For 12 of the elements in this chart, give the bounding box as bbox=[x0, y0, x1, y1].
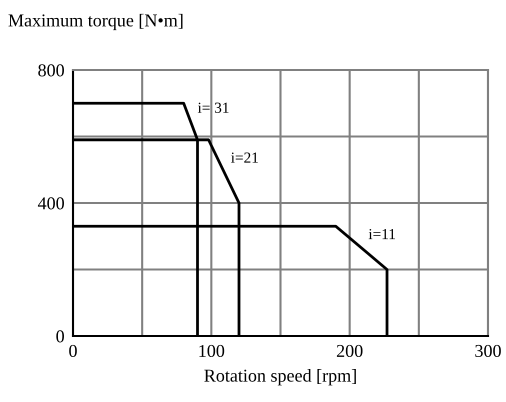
x-tick-label: 200 bbox=[336, 344, 363, 358]
x-tick-label: 100 bbox=[199, 344, 224, 358]
series-label: i= 31 bbox=[198, 102, 229, 113]
y-axis-title: Maximum torque [N•m] bbox=[8, 14, 182, 30]
y-tick-label: 400 bbox=[38, 197, 64, 210]
x-tick-label: 0 bbox=[69, 344, 77, 358]
series-label: i=21 bbox=[231, 152, 258, 163]
y-tick-label: 0 bbox=[56, 330, 64, 342]
x-tick-label: 300 bbox=[475, 344, 501, 358]
series-label: i=11 bbox=[368, 228, 396, 240]
y-tick-label: 800 bbox=[38, 64, 64, 76]
x-axis-title: Rotation speed [rpm] bbox=[204, 369, 356, 386]
